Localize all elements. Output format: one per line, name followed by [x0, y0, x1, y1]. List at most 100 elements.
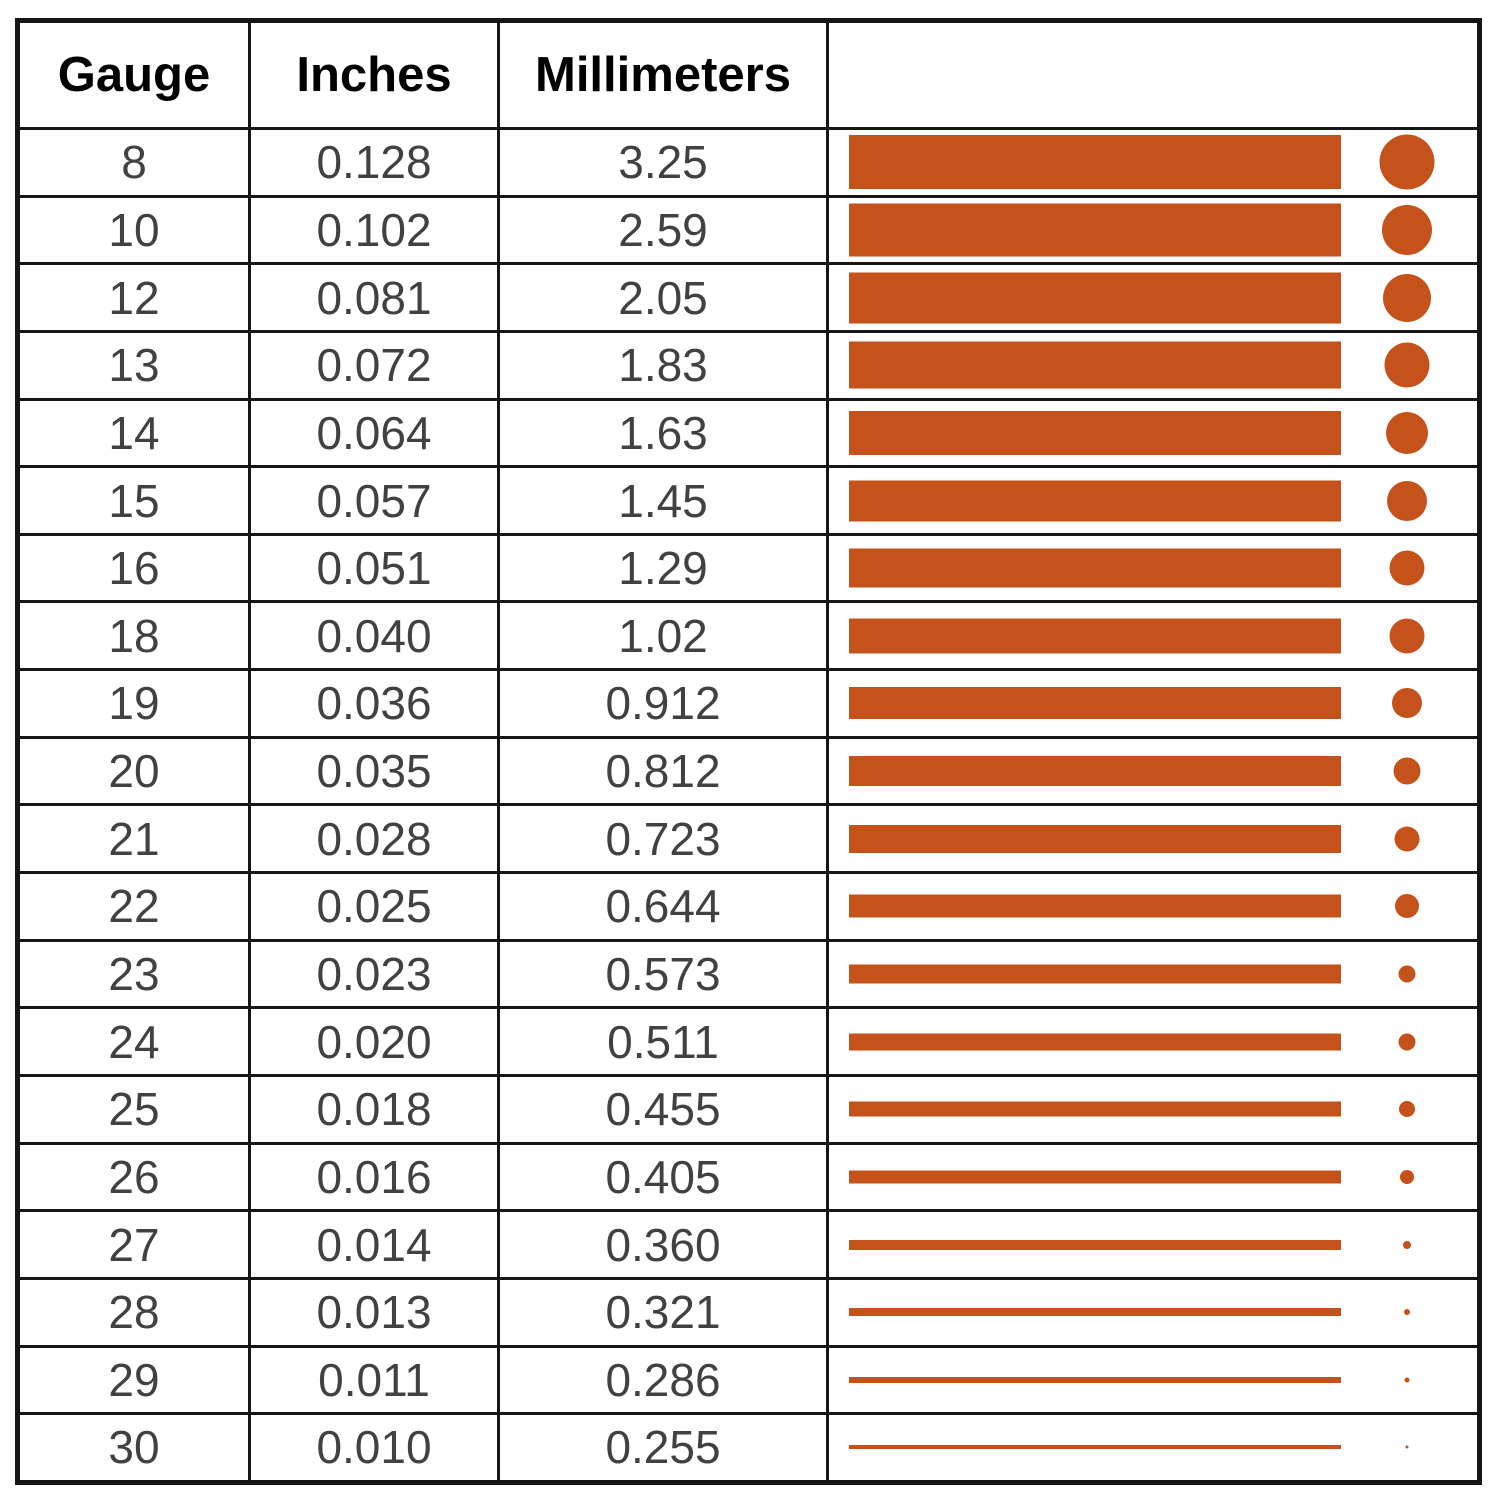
header-visual	[829, 23, 1477, 127]
gauge-cell: 27	[20, 1212, 248, 1277]
inches-cell: 0.016	[251, 1144, 497, 1210]
wire-thickness-bar	[849, 1445, 1341, 1450]
mm-cell: 0.455	[500, 1076, 826, 1142]
gauge-cell: 30	[20, 1415, 248, 1480]
wire-visual-cell	[829, 535, 1477, 601]
wire-diameter-dot	[1382, 204, 1432, 255]
wire-thickness-bar	[849, 272, 1341, 324]
wire-diameter-dot	[1389, 550, 1425, 586]
wire-visual-cell	[829, 130, 1477, 195]
wire-diameter-dot	[1392, 688, 1422, 719]
wire-thickness-bar	[849, 480, 1341, 522]
wire-thickness-bar	[849, 341, 1341, 389]
gauge-cell: 8	[20, 130, 248, 195]
wire-diameter-dot	[1387, 480, 1427, 521]
wire-thickness-bar	[849, 824, 1341, 853]
wire-diameter-dot	[1400, 1169, 1414, 1184]
inches-cell: 0.102	[251, 197, 497, 263]
gauge-cell: 19	[20, 671, 248, 736]
mm-cell: 0.723	[500, 806, 826, 872]
gauge-cell: 12	[20, 265, 248, 330]
gauge-cell: 26	[20, 1144, 248, 1210]
wire-diameter-dot	[1394, 826, 1420, 852]
inches-cell: 0.023	[251, 941, 497, 1007]
wire-visual-cell	[829, 1279, 1477, 1345]
wire-diameter-dot	[1393, 757, 1421, 785]
wire-visual-cell	[829, 1009, 1477, 1074]
gauge-cell: 18	[20, 603, 248, 669]
wire-diameter-dot	[1384, 342, 1430, 388]
wire-diameter-dot	[1379, 134, 1435, 190]
gauge-cell: 16	[20, 535, 248, 601]
wire-diameter-dot	[1383, 273, 1431, 322]
gauge-table: Gauge Inches Millimeters 8 0.128 3.25 10 0.1…	[15, 18, 1482, 1485]
wire-visual-cell	[829, 1144, 1477, 1210]
gauge-cell: 23	[20, 941, 248, 1007]
mm-cell: 1.63	[500, 400, 826, 466]
wire-thickness-bar	[849, 756, 1341, 787]
gauge-cell: 22	[20, 874, 248, 939]
inches-cell: 0.036	[251, 671, 497, 736]
gauge-cell: 10	[20, 197, 248, 263]
header-millimeters: Millimeters	[500, 23, 826, 127]
wire-thickness-bar	[849, 894, 1341, 918]
gauge-cell: 13	[20, 332, 248, 398]
wire-visual-cell	[829, 1212, 1477, 1277]
mm-cell: 2.59	[500, 197, 826, 263]
gauge-cell: 15	[20, 468, 248, 533]
wire-diameter-dot	[1398, 1033, 1416, 1051]
mm-cell: 1.02	[500, 603, 826, 669]
header-inches: Inches	[251, 23, 497, 127]
inches-cell: 0.025	[251, 874, 497, 939]
inches-cell: 0.018	[251, 1076, 497, 1142]
gauge-cell: 25	[20, 1076, 248, 1142]
inches-cell: 0.011	[251, 1347, 497, 1413]
gauge-cell: 28	[20, 1279, 248, 1345]
wire-thickness-bar	[849, 1170, 1341, 1184]
wire-thickness-bar	[849, 1239, 1341, 1250]
wire-visual-cell	[829, 1347, 1477, 1413]
gauge-cell: 20	[20, 738, 248, 804]
inches-cell: 0.010	[251, 1415, 497, 1480]
wire-thickness-bar	[849, 548, 1341, 588]
wire-diameter-dot	[1404, 1309, 1410, 1316]
wire-diameter-dot	[1399, 1101, 1415, 1118]
mm-cell: 0.405	[500, 1144, 826, 1210]
wire-diameter-dot	[1404, 1377, 1410, 1383]
mm-cell: 1.83	[500, 332, 826, 398]
inches-cell: 0.040	[251, 603, 497, 669]
gauge-cell: 14	[20, 400, 248, 466]
wire-visual-cell	[829, 265, 1477, 330]
wire-diameter-dot	[1405, 1445, 1409, 1449]
inches-cell: 0.064	[251, 400, 497, 466]
wire-thickness-bar	[849, 964, 1341, 984]
inches-cell: 0.028	[251, 806, 497, 872]
mm-cell: 2.05	[500, 265, 826, 330]
mm-cell: 0.511	[500, 1009, 826, 1074]
inches-cell: 0.081	[251, 265, 497, 330]
mm-cell: 3.25	[500, 130, 826, 195]
gauge-cell: 21	[20, 806, 248, 872]
mm-cell: 0.286	[500, 1347, 826, 1413]
gauge-cell: 29	[20, 1347, 248, 1413]
mm-cell: 0.573	[500, 941, 826, 1007]
inches-cell: 0.020	[251, 1009, 497, 1074]
wire-visual-cell	[829, 806, 1477, 872]
gauge-cell: 24	[20, 1009, 248, 1074]
wire-visual-cell	[829, 1415, 1477, 1480]
wire-visual-cell	[829, 738, 1477, 804]
inches-cell: 0.013	[251, 1279, 497, 1345]
wire-thickness-bar	[849, 1033, 1341, 1051]
inches-cell: 0.072	[251, 332, 497, 398]
mm-cell: 0.360	[500, 1212, 826, 1277]
wire-diameter-dot	[1389, 618, 1425, 654]
wire-thickness-bar	[849, 687, 1341, 720]
wire-thickness-bar	[849, 1101, 1341, 1117]
inches-cell: 0.035	[251, 738, 497, 804]
wire-visual-cell	[829, 603, 1477, 669]
wire-thickness-bar	[849, 618, 1341, 654]
inches-cell: 0.128	[251, 130, 497, 195]
wire-thickness-bar	[849, 1376, 1341, 1383]
wire-visual-cell	[829, 1076, 1477, 1142]
